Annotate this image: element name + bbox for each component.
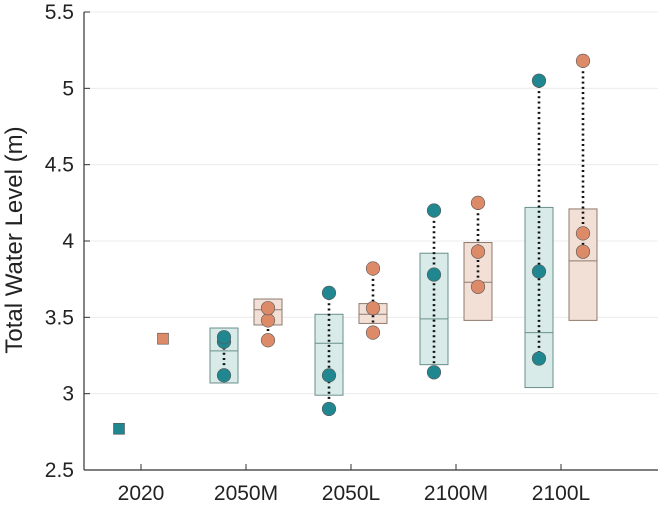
y-tick-label: 5 [62, 77, 74, 100]
data-point [216, 330, 232, 345]
data-point [260, 301, 276, 316]
baseline-marker [157, 332, 169, 345]
data-point [216, 368, 232, 383]
data-point [575, 226, 591, 241]
x-tick-label: 2020 [118, 482, 165, 505]
data-point [575, 53, 591, 68]
x-tick-label: 2100M [424, 482, 488, 505]
y-tick-label: 3.5 [45, 306, 74, 329]
data-point [531, 264, 547, 279]
data-point [260, 333, 276, 348]
data-point [470, 279, 486, 294]
data-point [531, 351, 547, 366]
grid-lines [84, 11, 658, 395]
y-axis-title: Total Water Level (m) [1, 126, 28, 353]
points [113, 53, 591, 435]
data-point [426, 267, 442, 282]
axes [83, 11, 658, 471]
data-point [470, 244, 486, 259]
data-point [426, 365, 442, 380]
data-point [321, 285, 337, 301]
x-tick-label: 2050L [322, 482, 380, 505]
data-point [365, 261, 381, 276]
data-point [426, 203, 442, 218]
data-point [321, 401, 337, 417]
y-tick-label: 4.5 [45, 154, 74, 177]
tick-labels: 2.5 3 3.5 4 4.5 5 5.5 2020 2050M 2050L 2100M 2100L [45, 1, 590, 505]
baseline-marker [113, 422, 125, 435]
y-tick-label: 3 [62, 383, 74, 406]
data-point [531, 73, 547, 88]
data-point [365, 301, 381, 316]
data-point [260, 313, 276, 328]
y-tick-label: 5.5 [45, 1, 74, 24]
y-tick-label: 4 [62, 230, 74, 253]
data-point [365, 325, 381, 340]
x-tick-label: 2050M [214, 482, 278, 505]
data-point [575, 244, 591, 259]
data-point [470, 195, 486, 210]
box [568, 208, 598, 321]
x-tick-label: 2100L [532, 482, 590, 505]
y-tick-label: 2.5 [45, 459, 74, 482]
data-point [321, 368, 337, 383]
